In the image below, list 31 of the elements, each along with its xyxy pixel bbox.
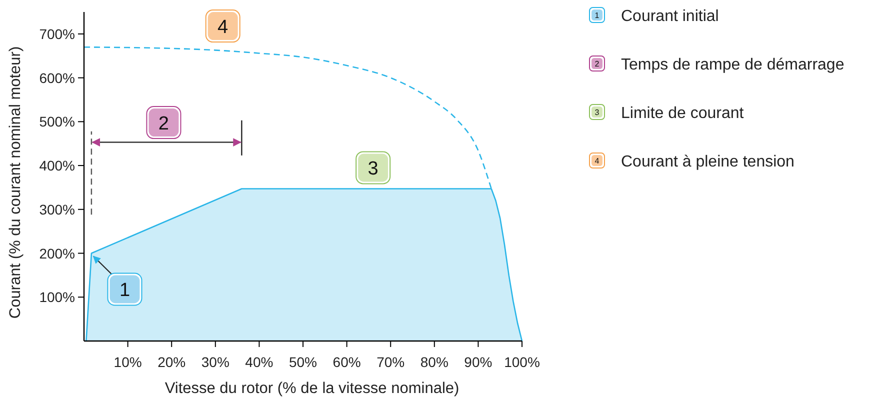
x-axis-title: Vitesse du rotor (% de la vitesse nominale) [164,380,460,397]
y-tick-label: 500% [39,114,75,130]
x-tick-label: 60% [332,354,361,370]
text: Courant à pleine tension [621,154,794,170]
x-tick-label: 90% [464,354,492,370]
annotation: 3 [368,158,378,180]
y-tick-label: 200% [39,245,75,262]
x-tick-label: 30% [201,354,230,370]
y-tick-label: 100% [39,289,75,306]
text: 3 [594,108,600,117]
annotation: 1 [119,280,130,302]
text: Courant initial [621,8,719,25]
x-tick-label: 10% [114,354,142,370]
x-tick-label: 100% [504,354,540,370]
annotation: 2 [158,113,170,134]
text: 1 [594,10,600,20]
x-tick-label: 80% [420,354,448,370]
y-tick-label: 400% [39,158,75,174]
text: 2 [594,59,600,68]
x-tick-label: 40% [245,354,274,370]
y-tick-label: 700% [39,26,75,42]
x-tick-label: 70% [376,354,405,370]
x-tick-label: 50% [288,354,318,370]
text: Limite de courant [621,105,744,122]
text: Temps de rampe de démarrage [621,56,844,74]
x-tick-label: 20% [158,354,186,370]
annotation: 4 [218,16,229,38]
y-tick-label: 300% [39,201,75,218]
text: 4 [594,156,600,166]
y-axis-title: Courant (% du courant nominal moteur) [7,46,24,319]
y-tick-label: 600% [39,70,75,86]
